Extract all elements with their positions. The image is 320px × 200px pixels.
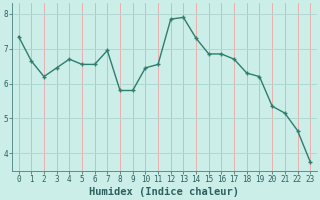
X-axis label: Humidex (Indice chaleur): Humidex (Indice chaleur)	[89, 186, 239, 197]
